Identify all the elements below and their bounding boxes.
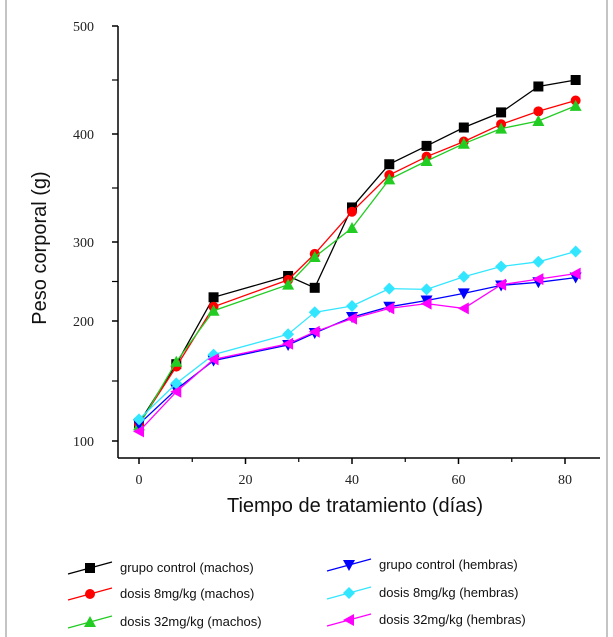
- data-point: [420, 283, 433, 296]
- data-point: [533, 106, 544, 117]
- data-point: [420, 155, 433, 166]
- data-point: [496, 107, 507, 118]
- data-point: [458, 122, 469, 133]
- legend-item: grupo control (hembras): [326, 557, 518, 572]
- x-axis-title: Tiempo de tratamiento (días): [227, 495, 483, 517]
- data-point: [308, 325, 320, 338]
- data-point: [569, 267, 581, 280]
- series-line: [138, 79, 576, 424]
- legend-label: dosis 32mg/kg (machos): [120, 614, 262, 629]
- data-point: [495, 278, 507, 291]
- data-point: [495, 122, 508, 134]
- series-line: [138, 99, 576, 425]
- data-point: [457, 270, 470, 283]
- data-point: [420, 297, 432, 310]
- y-tick-label: 500: [73, 20, 94, 35]
- legend-label: grupo control (machos): [120, 560, 254, 575]
- legend-marker: [343, 587, 355, 599]
- legend-marker: [84, 616, 96, 627]
- series-5: [133, 245, 582, 426]
- data-point: [384, 159, 395, 170]
- legend-marker: [85, 563, 95, 573]
- legend-marker: [343, 560, 355, 571]
- data-point: [308, 251, 321, 263]
- legend-label: dosis 8mg/kg (machos): [120, 586, 254, 601]
- legend: grupo control (machos) dosis 8mg/kg (mach…: [67, 557, 526, 629]
- data-point: [383, 282, 396, 295]
- data-point: [308, 306, 321, 319]
- x-tick-label: 20: [239, 473, 253, 488]
- legend-item: dosis 8mg/kg (machos): [67, 586, 254, 601]
- series-line: [138, 276, 576, 425]
- series-1: [134, 75, 581, 428]
- data-point: [383, 173, 396, 185]
- legend-item: dosis 8mg/kg (hembras): [326, 585, 518, 600]
- data-point: [495, 260, 508, 273]
- y-axis-title: Peso corporal (g): [29, 171, 51, 324]
- data-point: [421, 140, 432, 151]
- data-point: [532, 255, 545, 268]
- axis-ticks: 100 200 300 400 500 0 20 40 60 80: [73, 20, 572, 488]
- data-point: [170, 377, 183, 390]
- legend-marker: [85, 589, 95, 599]
- data-point: [208, 292, 219, 303]
- legend-item: dosis 32mg/kg (machos): [67, 614, 262, 629]
- data-point: [207, 353, 219, 366]
- data-point: [346, 221, 358, 233]
- series-4: [133, 272, 582, 431]
- legend-label: dosis 8mg/kg (hembras): [379, 585, 518, 600]
- data-point: [457, 137, 470, 149]
- x-tick-label: 80: [558, 473, 572, 488]
- legend-label: dosis 32mg/kg (hembras): [379, 612, 526, 627]
- data-point: [533, 81, 544, 92]
- y-tick-label: 300: [73, 236, 94, 251]
- data-point: [570, 75, 581, 85]
- data-point: [170, 385, 182, 398]
- series-line: [138, 272, 576, 432]
- series-layer: [133, 75, 582, 438]
- data-point: [133, 413, 145, 426]
- series-2: [134, 95, 581, 430]
- data-point: [457, 288, 470, 300]
- x-tick-label: 0: [136, 473, 143, 488]
- series-line: [138, 105, 576, 426]
- data-point: [346, 312, 357, 325]
- data-point: [457, 302, 469, 315]
- data-point: [133, 425, 144, 438]
- x-tick-label: 40: [345, 473, 359, 488]
- data-point: [532, 115, 545, 127]
- data-point: [282, 328, 295, 341]
- data-point: [346, 299, 358, 312]
- data-point: [383, 302, 395, 315]
- legend-label: grupo control (hembras): [379, 557, 518, 572]
- data-point: [282, 337, 294, 350]
- series-6: [133, 267, 581, 438]
- data-point: [347, 206, 357, 217]
- data-point: [532, 273, 544, 286]
- legend-item: dosis 32mg/kg (hembras): [326, 612, 526, 627]
- legend-marker: [343, 614, 354, 626]
- data-point: [282, 278, 295, 290]
- data-point: [170, 355, 183, 367]
- y-tick-label: 200: [73, 315, 94, 330]
- legend-item: grupo control (machos): [67, 560, 254, 575]
- x-tick-label: 60: [452, 473, 466, 488]
- data-point: [309, 282, 320, 293]
- data-point: [207, 304, 220, 316]
- data-point: [569, 245, 582, 258]
- series-line: [138, 250, 576, 420]
- data-point: [569, 99, 582, 111]
- y-tick-label: 100: [73, 435, 94, 450]
- y-tick-label: 400: [73, 128, 94, 143]
